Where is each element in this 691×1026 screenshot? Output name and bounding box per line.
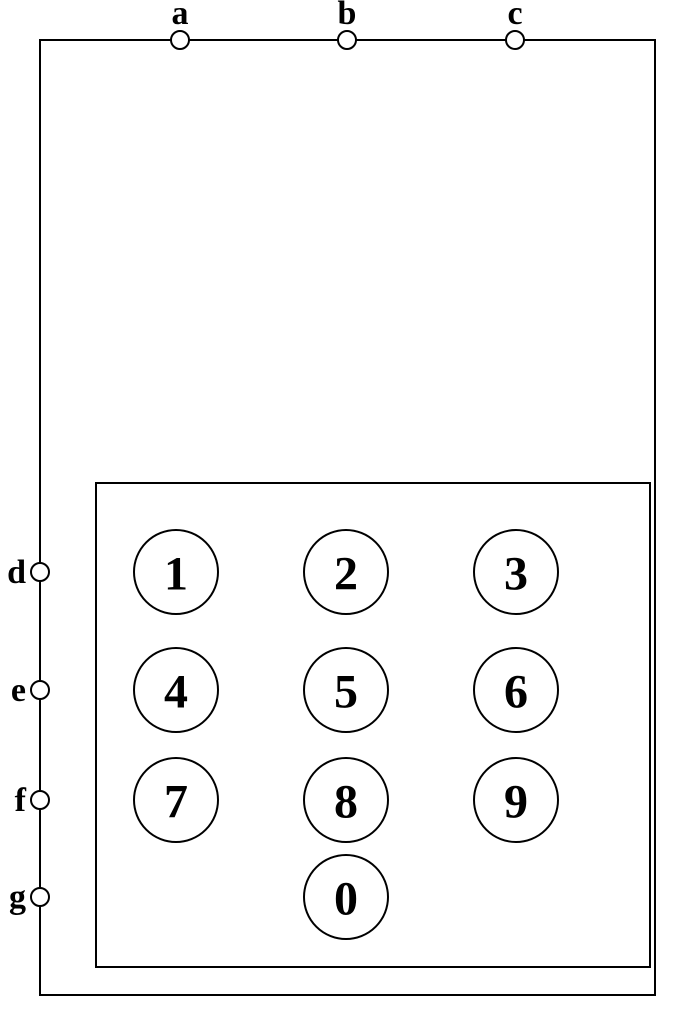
key-9[interactable]: 9: [474, 758, 558, 842]
key-5-label: 5: [334, 666, 358, 719]
key-3-label: 3: [504, 548, 528, 601]
diagram-canvas: a b c d e f g 1 2 3 4 5 6 7 8 9 0: [0, 0, 691, 1026]
key-6[interactable]: 6: [474, 648, 558, 732]
key-1-label: 1: [164, 548, 188, 601]
key-1[interactable]: 1: [134, 530, 218, 614]
port-g: [31, 888, 49, 906]
key-4[interactable]: 4: [134, 648, 218, 732]
port-f: [31, 791, 49, 809]
outer-frame: [40, 40, 655, 995]
key-5[interactable]: 5: [304, 648, 388, 732]
key-7-label: 7: [164, 776, 188, 829]
port-g-label: g: [9, 879, 26, 916]
key-2-label: 2: [334, 548, 358, 601]
port-d: [31, 563, 49, 581]
port-c: [506, 31, 524, 49]
key-8[interactable]: 8: [304, 758, 388, 842]
port-b-label: b: [338, 0, 357, 32]
port-c-label: c: [507, 0, 522, 32]
port-f-label: f: [15, 782, 27, 819]
key-8-label: 8: [334, 776, 358, 829]
port-e-label: e: [11, 672, 26, 709]
key-4-label: 4: [164, 666, 188, 719]
key-0-label: 0: [334, 873, 358, 926]
key-7[interactable]: 7: [134, 758, 218, 842]
key-3[interactable]: 3: [474, 530, 558, 614]
key-2[interactable]: 2: [304, 530, 388, 614]
key-9-label: 9: [504, 776, 528, 829]
key-6-label: 6: [504, 666, 528, 719]
port-a-label: a: [172, 0, 189, 32]
port-e: [31, 681, 49, 699]
port-a: [171, 31, 189, 49]
key-0[interactable]: 0: [304, 855, 388, 939]
port-d-label: d: [7, 554, 26, 591]
port-b: [338, 31, 356, 49]
